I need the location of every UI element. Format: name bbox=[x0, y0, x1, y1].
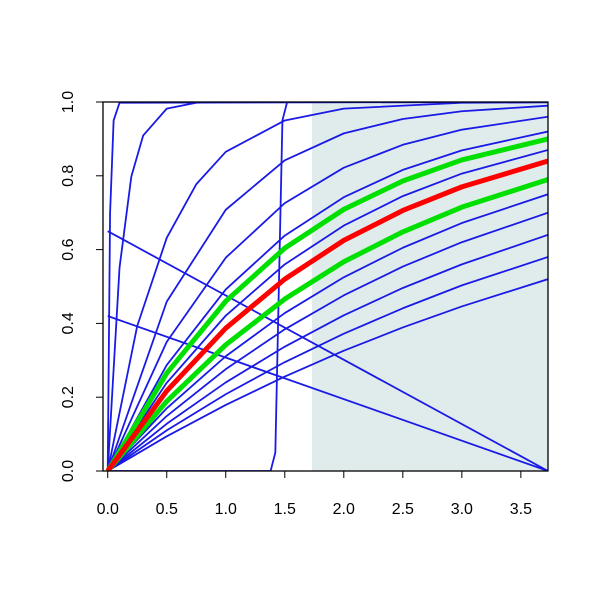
curve bbox=[105, 158, 548, 471]
curve bbox=[107, 278, 548, 471]
x-tick-label: 3.5 bbox=[510, 501, 532, 518]
plot-area bbox=[105, 102, 548, 471]
curve bbox=[105, 136, 548, 471]
y-tick-label: 0.2 bbox=[60, 386, 77, 408]
y-tick-label: 0.6 bbox=[60, 238, 77, 260]
x-tick-label: 2.5 bbox=[392, 501, 414, 518]
curve bbox=[107, 193, 548, 471]
plot-frame bbox=[102, 101, 549, 472]
curve bbox=[106, 104, 548, 471]
x-tick-label: 3.0 bbox=[451, 501, 473, 518]
axes: 0.0 0.5 1.0 1.5 2.0 2.5 3.0 3.5 0.0 0.2 0.4 0.6 0.8 1… bbox=[60, 91, 549, 518]
curve bbox=[107, 230, 548, 471]
curve bbox=[106, 115, 548, 471]
curve bbox=[106, 149, 548, 471]
x-tick-label: 1.5 bbox=[274, 501, 296, 518]
x-tick-label: 1.0 bbox=[215, 501, 237, 518]
curve bbox=[106, 102, 548, 471]
curve bbox=[107, 256, 548, 471]
curve bbox=[105, 177, 548, 471]
y-tick-label: 0.4 bbox=[60, 312, 77, 334]
y-tick-label: 0.8 bbox=[60, 165, 77, 187]
curve bbox=[106, 130, 548, 471]
x-tick-label: 0.0 bbox=[97, 501, 119, 518]
y-tick-label: 0.0 bbox=[60, 460, 77, 482]
curve bbox=[107, 211, 548, 471]
y-tick-label: 1.0 bbox=[60, 91, 77, 113]
x-tick-label: 0.5 bbox=[156, 501, 178, 518]
curve bbox=[107, 315, 548, 471]
x-tick-label: 2.0 bbox=[333, 501, 355, 518]
shaded-region bbox=[311, 102, 548, 471]
curve bbox=[107, 233, 548, 471]
